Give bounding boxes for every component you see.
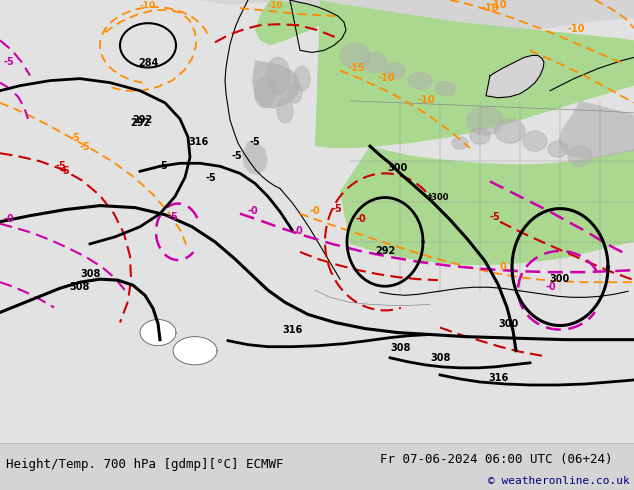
Text: 308: 308 bbox=[390, 343, 410, 353]
Text: -10: -10 bbox=[620, 0, 634, 2]
Text: 300: 300 bbox=[550, 274, 570, 284]
Text: -10: -10 bbox=[568, 24, 586, 34]
Text: -10: -10 bbox=[481, 3, 499, 13]
Text: 316: 316 bbox=[282, 324, 302, 335]
Polygon shape bbox=[288, 83, 302, 103]
Polygon shape bbox=[173, 337, 217, 365]
Text: -10: -10 bbox=[418, 95, 436, 105]
Text: -5: -5 bbox=[490, 212, 501, 221]
Text: -5: -5 bbox=[80, 142, 91, 152]
Text: 316: 316 bbox=[488, 373, 508, 383]
Polygon shape bbox=[495, 119, 525, 143]
Text: -5: -5 bbox=[168, 212, 179, 221]
Text: 308: 308 bbox=[430, 353, 450, 363]
Polygon shape bbox=[467, 107, 503, 135]
Text: -10: -10 bbox=[378, 73, 396, 83]
Text: -5: -5 bbox=[55, 161, 66, 172]
Text: Fr 07-06-2024 06:00 UTC (06+24): Fr 07-06-2024 06:00 UTC (06+24) bbox=[380, 453, 613, 466]
Text: -5: -5 bbox=[4, 56, 15, 67]
Polygon shape bbox=[0, 0, 634, 443]
Polygon shape bbox=[252, 60, 300, 109]
Polygon shape bbox=[340, 146, 634, 265]
Polygon shape bbox=[523, 131, 547, 151]
Text: -0: -0 bbox=[355, 214, 366, 224]
Text: -5: -5 bbox=[158, 161, 169, 172]
Text: -5: -5 bbox=[206, 173, 217, 183]
Polygon shape bbox=[385, 63, 405, 78]
Polygon shape bbox=[294, 67, 310, 91]
Polygon shape bbox=[470, 128, 490, 144]
Text: 292: 292 bbox=[132, 115, 152, 125]
Polygon shape bbox=[340, 43, 370, 68]
Polygon shape bbox=[435, 82, 455, 96]
Text: -10: -10 bbox=[592, 0, 609, 2]
Polygon shape bbox=[363, 52, 387, 73]
Polygon shape bbox=[568, 146, 592, 166]
Polygon shape bbox=[266, 57, 290, 94]
Polygon shape bbox=[0, 0, 634, 443]
Polygon shape bbox=[486, 55, 544, 98]
Text: -10: -10 bbox=[490, 0, 507, 10]
Text: -0: -0 bbox=[545, 282, 556, 292]
Text: -5: -5 bbox=[60, 166, 70, 176]
Text: -10: -10 bbox=[268, 1, 283, 10]
Polygon shape bbox=[548, 141, 568, 157]
Polygon shape bbox=[408, 73, 432, 89]
Text: -10: -10 bbox=[140, 1, 156, 10]
Text: -5: -5 bbox=[332, 204, 343, 214]
Text: 300: 300 bbox=[388, 163, 408, 173]
Polygon shape bbox=[558, 101, 634, 158]
Text: ‡300: ‡300 bbox=[428, 193, 450, 201]
Polygon shape bbox=[255, 77, 275, 108]
Text: 284: 284 bbox=[138, 57, 158, 68]
Polygon shape bbox=[277, 99, 293, 123]
Text: -5: -5 bbox=[70, 133, 81, 143]
Text: -0: -0 bbox=[310, 206, 321, 216]
Polygon shape bbox=[255, 0, 330, 46]
Text: 292: 292 bbox=[375, 246, 395, 256]
Text: 292: 292 bbox=[130, 118, 150, 128]
Text: Height/Temp. 700 hPa [gdmp][°C] ECMWF: Height/Temp. 700 hPa [gdmp][°C] ECMWF bbox=[6, 458, 284, 471]
Polygon shape bbox=[140, 319, 176, 345]
Text: -5: -5 bbox=[250, 137, 261, 147]
Text: © weatheronline.co.uk: © weatheronline.co.uk bbox=[488, 476, 630, 486]
Text: 308: 308 bbox=[80, 269, 100, 279]
Text: -0: -0 bbox=[248, 206, 259, 216]
Text: 0: 0 bbox=[500, 262, 507, 272]
Polygon shape bbox=[242, 141, 268, 175]
Polygon shape bbox=[315, 0, 634, 148]
Polygon shape bbox=[452, 137, 468, 149]
Text: 316: 316 bbox=[188, 137, 208, 147]
Text: -5: -5 bbox=[232, 151, 243, 161]
Text: 0: 0 bbox=[295, 226, 302, 236]
Text: 308: 308 bbox=[70, 282, 90, 292]
Text: -15: -15 bbox=[348, 63, 365, 73]
Text: -0: -0 bbox=[4, 214, 15, 224]
Text: 300: 300 bbox=[498, 318, 518, 328]
